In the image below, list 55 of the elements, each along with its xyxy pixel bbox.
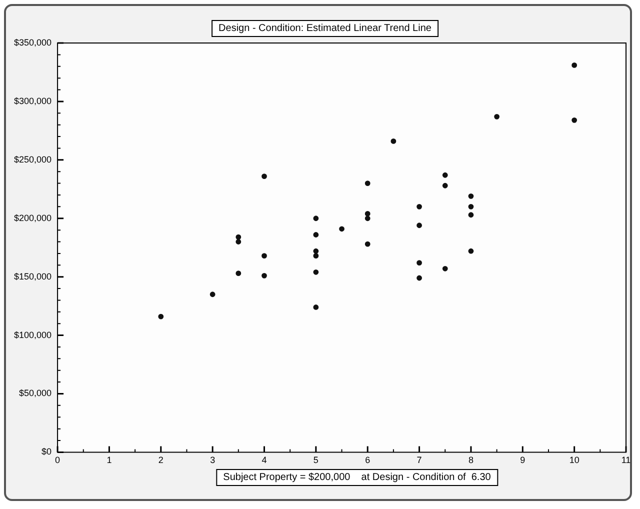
- text: Subject Property = $200,000 at Design - Condition of 6.30: [216, 469, 498, 486]
- y-tick-label: $300,000: [14, 96, 52, 106]
- point: [364, 216, 370, 222]
- y-tick-label: $200,000: [14, 212, 52, 223]
- point: [313, 248, 319, 254]
- chart-title: Design - Condition: Estimated Linear Trend Line: [212, 20, 438, 37]
- x-tick-label: 6: [365, 455, 370, 466]
- point: [339, 226, 344, 232]
- point: [442, 266, 448, 272]
- x-tick-label: 8: [468, 455, 474, 466]
- point: [313, 216, 319, 222]
- point: [572, 62, 578, 68]
- x-tick-label: 10: [569, 455, 580, 466]
- point: [416, 260, 422, 266]
- point: [313, 304, 319, 310]
- point: [468, 193, 474, 199]
- point: [468, 204, 474, 210]
- point: [390, 138, 396, 144]
- y-tick-label: $250,000: [14, 154, 52, 164]
- x-tick-label: 0: [55, 455, 60, 466]
- point: [364, 180, 370, 186]
- point: [416, 204, 422, 210]
- point: [236, 270, 242, 276]
- x-tick-label: 3: [210, 455, 216, 466]
- y-tick-label: $50,000: [18, 388, 52, 398]
- point: [442, 172, 448, 178]
- point: [364, 241, 370, 247]
- point: [313, 269, 319, 275]
- point: [468, 248, 474, 254]
- point: [158, 314, 164, 320]
- x-tick-label: 5: [313, 455, 318, 466]
- point: [313, 232, 319, 238]
- point: [236, 239, 242, 244]
- x-tick-label: 9: [520, 455, 526, 466]
- x-tick-label: 4: [262, 455, 267, 466]
- point: [416, 275, 422, 281]
- y-tick-label: $150,000: [14, 271, 52, 282]
- point: [262, 253, 267, 258]
- point: [262, 174, 267, 179]
- point: [313, 253, 319, 258]
- point: [364, 210, 370, 216]
- point: [416, 222, 422, 228]
- point: [210, 292, 216, 298]
- point: [572, 117, 578, 123]
- x-tick-label: 2: [158, 455, 164, 466]
- y-tick-label: $350,000: [14, 37, 52, 48]
- x-tick-label: 1: [106, 455, 112, 466]
- point: [442, 182, 448, 188]
- point: [262, 272, 267, 278]
- x-tick-label: 7: [416, 455, 422, 466]
- point: [236, 234, 242, 240]
- y-tick-label: $100,000: [14, 330, 52, 340]
- point: [468, 212, 474, 218]
- point: [494, 114, 500, 120]
- y-tick-label: $0: [42, 446, 52, 457]
